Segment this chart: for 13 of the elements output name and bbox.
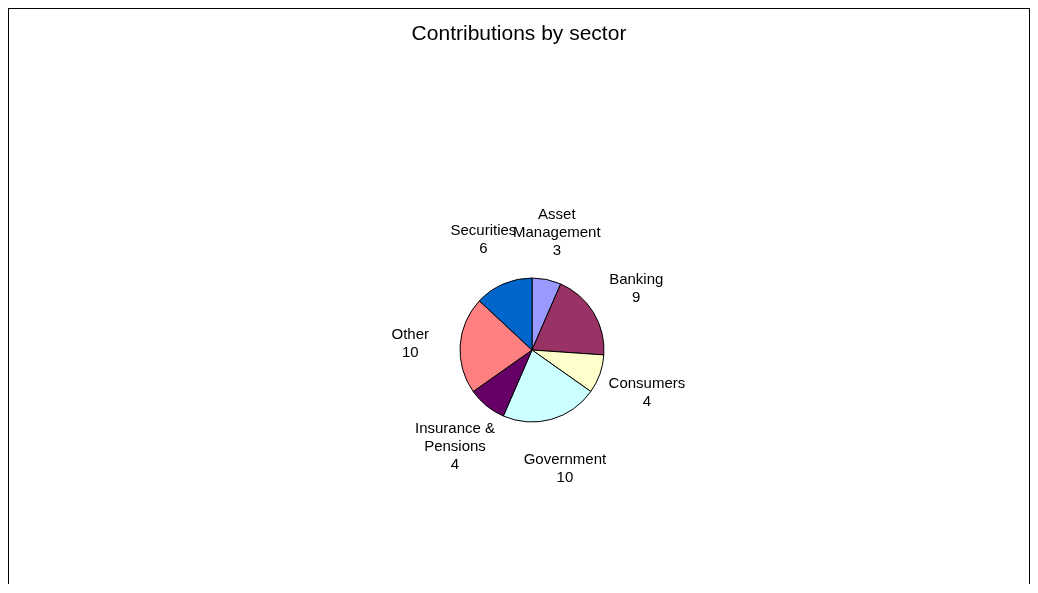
slice-label: Other xyxy=(391,324,430,342)
chart-title: Contributions by sector xyxy=(410,21,628,45)
slice-label: Consumers xyxy=(608,373,686,391)
data-label: 4 xyxy=(642,391,652,409)
data-label: 6 xyxy=(479,238,488,256)
data-label: 10 xyxy=(556,467,574,485)
data-label: 9 xyxy=(632,287,641,305)
slice-label: Banking xyxy=(609,269,664,287)
data-label: 3 xyxy=(552,240,561,258)
slice-label: Government xyxy=(523,449,608,467)
data-label: 4 xyxy=(450,454,460,472)
slice-label: Insurance & Pensions xyxy=(414,418,496,454)
data-label: 10 xyxy=(401,342,419,360)
